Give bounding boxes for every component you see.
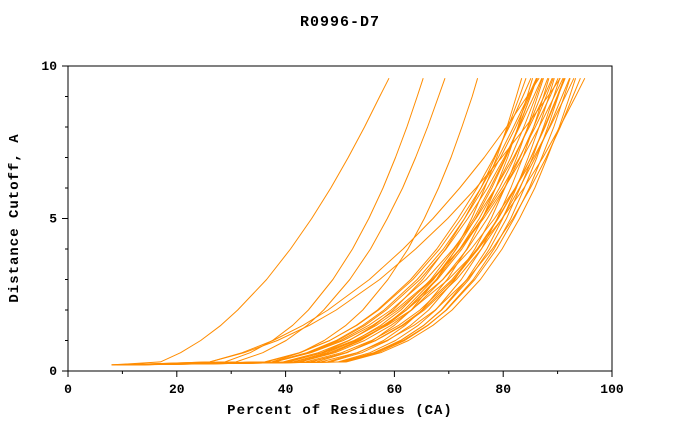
model-curve — [116, 77, 564, 366]
model-curve — [116, 77, 561, 366]
model-curve — [122, 77, 553, 366]
x-axis-label: Percent of Residues (CA) — [227, 403, 453, 419]
model-curve — [116, 78, 566, 366]
model-curve — [127, 78, 565, 366]
plot-frame — [67, 65, 613, 372]
model-curve — [122, 78, 446, 366]
model-curve — [116, 77, 537, 366]
axes: 0 20 40 60 80 100 0 5 10 — [41, 59, 624, 397]
x-tick-label: 0 — [64, 382, 72, 397]
y-axis-label: Distance Cutoff, A — [7, 133, 23, 302]
x-tick-label: 100 — [600, 382, 624, 397]
model-curve — [116, 78, 424, 366]
model-curve — [122, 78, 571, 366]
model-curve — [127, 78, 565, 366]
model-curve — [122, 77, 586, 366]
model-curve — [133, 78, 581, 366]
model-curve — [133, 77, 559, 366]
x-tick-label: 20 — [169, 382, 185, 397]
model-curves — [111, 77, 586, 366]
model-curve — [122, 77, 540, 366]
x-tick-label: 80 — [495, 382, 511, 397]
y-tick-label: 5 — [49, 212, 57, 227]
model-curve — [111, 78, 549, 366]
model-curve — [111, 77, 390, 366]
model-curve — [116, 78, 577, 366]
model-curve — [127, 77, 575, 366]
model-curve — [111, 78, 523, 366]
model-curve — [111, 78, 571, 366]
model-curve — [127, 77, 538, 366]
model-curve — [116, 78, 538, 366]
model-curve — [116, 78, 554, 366]
model-curve — [133, 78, 555, 366]
x-tick-label: 40 — [278, 382, 294, 397]
model-curve — [127, 78, 538, 366]
model-curve — [122, 78, 534, 366]
y-tick-label: 10 — [41, 59, 57, 74]
model-curve — [122, 78, 561, 366]
x-tick-label: 60 — [387, 382, 403, 397]
model-curve — [116, 78, 527, 366]
chart-title: R0996-D7 — [300, 14, 380, 31]
y-tick-label: 0 — [49, 364, 57, 379]
model-curve — [122, 78, 479, 366]
